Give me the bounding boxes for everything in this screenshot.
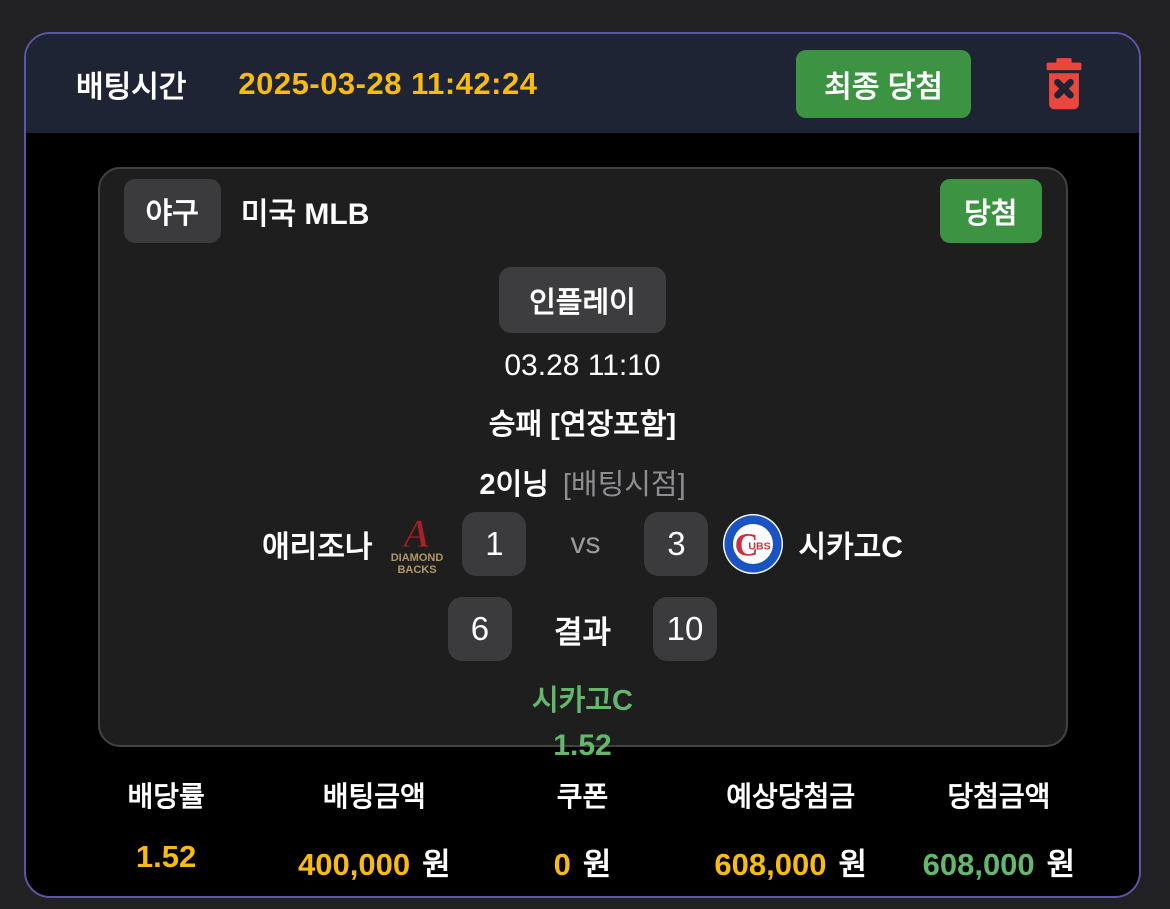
league-title: 미국 MLB — [240, 198, 370, 231]
final-result-row: 6 결과 10 — [447, 597, 718, 661]
match-start-time: 03.28 11:10 — [504, 349, 661, 382]
inning-row: 2이닝 [배팅시점] — [479, 461, 685, 503]
summary-value: 1.52 — [135, 839, 197, 874]
bet-slip-container: 배팅시간 2025-03-28 11:42:24 최종 당첨 야구 미국 MLB… — [24, 32, 1141, 898]
summary-label: 배당률 — [127, 781, 205, 812]
cubs-letter: C — [735, 528, 759, 564]
summary-label: 당첨금액 — [947, 781, 1051, 812]
home-final-score: 6 — [447, 597, 512, 661]
summary-unit: 원 — [1046, 847, 1076, 882]
summary-value: 0 — [553, 847, 571, 882]
win-status-badge: 당첨 — [940, 179, 1042, 243]
match-card-header: 야구 미국 MLB 당첨 — [123, 179, 1042, 243]
cubs-small-text: UBS — [749, 541, 771, 553]
result-label: 결과 — [553, 614, 612, 650]
vs-label: vs — [570, 527, 601, 560]
arizona-diamondbacks-logo: A DIAMOND BACKS — [386, 511, 448, 577]
summary-value-row: 1.52 — [136, 839, 196, 875]
picked-team-name: 시카고C — [532, 685, 633, 717]
summary-value-row: 0 원 — [554, 839, 612, 884]
summary-unit: 원 — [582, 847, 612, 882]
az-word-1: DIAMOND — [391, 552, 444, 564]
bet-time-label: 배팅시간 — [76, 70, 187, 104]
picked-odds: 1.52 — [553, 729, 612, 762]
summary-col-win-amount: 당첨금액 608,000 원 — [895, 775, 1103, 884]
market-name: 승패 [연장포함] — [488, 409, 677, 441]
summary-value: 608,000 — [714, 847, 827, 882]
away-team-name: 시카고C — [798, 531, 903, 564]
inplay-badge: 인플레이 — [499, 267, 666, 333]
away-score-at-bet: 3 — [644, 512, 709, 576]
bet-summary-row: 배당률 1.52 배팅금액 400,000 원 쿠폰 0 원 예상당첨금 608… — [26, 747, 1139, 896]
summary-label: 예상당첨금 — [726, 781, 856, 812]
az-letter: A — [401, 511, 431, 556]
summary-value-row: 608,000 원 — [923, 839, 1076, 884]
bet-time-value: 2025-03-28 11:42:24 — [238, 65, 538, 101]
final-result-button[interactable]: 최종 당첨 — [796, 49, 971, 118]
chicago-cubs-logo: C UBS — [722, 513, 784, 575]
summary-value: 608,000 — [922, 847, 1035, 882]
match-card-body: 인플레이 03.28 11:10 승패 [연장포함] 2이닝 [배팅시점] 애리… — [124, 267, 1042, 763]
summary-col-expected-winnings: 예상당첨금 608,000 원 — [687, 775, 895, 884]
summary-col-coupon: 쿠폰 0 원 — [478, 775, 686, 884]
topbar: 배팅시간 2025-03-28 11:42:24 최종 당첨 — [26, 34, 1139, 133]
summary-col-odds: 배당률 1.52 — [62, 775, 270, 875]
home-team-name: 애리조나 — [262, 531, 373, 564]
summary-col-bet-amount: 배팅금액 400,000 원 — [270, 775, 478, 884]
home-score-at-bet: 1 — [462, 512, 527, 576]
summary-value-row: 608,000 원 — [714, 839, 867, 884]
trash-x-icon — [1046, 57, 1082, 109]
summary-value-row: 400,000 원 — [298, 839, 451, 884]
team-score-row: 애리조나 A DIAMOND BACKS 1 vs 3 C — [262, 511, 903, 577]
summary-unit: 원 — [422, 847, 451, 882]
inning-value: 2이닝 — [479, 469, 549, 501]
match-card: 야구 미국 MLB 당첨 인플레이 03.28 11:10 승패 [연장포함] … — [97, 167, 1068, 762]
summary-unit: 원 — [838, 847, 867, 882]
sport-badge: 야구 — [123, 179, 221, 243]
summary-label: 쿠폰 — [556, 781, 609, 812]
away-final-score: 10 — [653, 597, 718, 661]
az-word-2: BACKS — [398, 564, 437, 576]
summary-label: 배팅금액 — [322, 781, 426, 812]
summary-value: 400,000 — [298, 847, 411, 882]
delete-button[interactable] — [1037, 55, 1091, 113]
bet-point-label: [배팅시점] — [562, 469, 686, 501]
